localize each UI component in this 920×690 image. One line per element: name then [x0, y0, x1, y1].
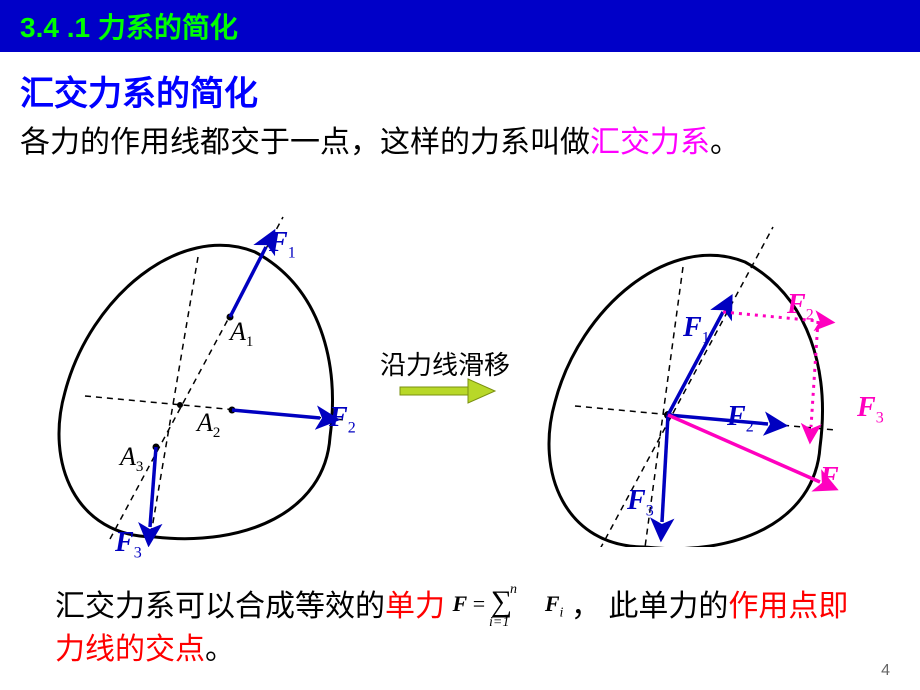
green-arrow-icon [400, 379, 495, 403]
section-heading: 3.4 .1 力系的简化 [20, 12, 238, 43]
section-number: 3.4 .1 [20, 12, 90, 43]
intro-post: 。 [710, 126, 740, 159]
conclusion-text: 汇交力系可以合成等效的单力 F = ∑ni=1 Fi ， 此单力的作用点即力线的… [0, 587, 920, 670]
left-A1-label: A1 [230, 317, 253, 351]
right-blob [549, 255, 822, 547]
right-F3b-label: F3 [857, 392, 884, 428]
intro-text: 各力的作用线都交于一点，这样的力系叫做汇交力系。 [0, 119, 920, 167]
diagram-area: F1 F2 F3 A1 A2 A3 沿力线滑移 F1 F2 F3 F2 F3 F [0, 167, 920, 527]
page-number: 4 [881, 662, 890, 680]
intro-key: 汇交力系 [590, 126, 710, 159]
left-A2-label: A2 [197, 408, 220, 442]
right-F3a-label: F3 [627, 485, 654, 521]
right-F2a-label: F2 [727, 401, 754, 437]
left-F3-label: F3 [115, 527, 142, 563]
right-F2b-label: F2 [787, 289, 814, 325]
conc-p2: ， 此单力的 [571, 590, 729, 623]
left-A3-label: A3 [120, 442, 143, 476]
conc-key1: 单力 [385, 590, 445, 623]
right-F1-label: F1 [683, 312, 710, 348]
left-blob [59, 245, 332, 538]
subtitle: 汇交力系的简化 [0, 52, 920, 119]
header-bar: 3.4 .1 力系的简化 [0, 0, 920, 52]
conc-p3: 。 [205, 633, 235, 666]
left-F1-label: F1 [269, 227, 296, 263]
left-F2-label: F2 [329, 402, 356, 438]
section-title: 力系的简化 [98, 12, 238, 43]
slide-label: 沿力线滑移 [380, 345, 510, 382]
intro-pre: 各力的作用线都交于一点，这样的力系叫做 [20, 126, 590, 159]
formula: F = ∑ni=1 Fi [453, 582, 564, 623]
conc-p1: 汇交力系可以合成等效的 [55, 590, 385, 623]
right-F-label: F [820, 462, 839, 494]
